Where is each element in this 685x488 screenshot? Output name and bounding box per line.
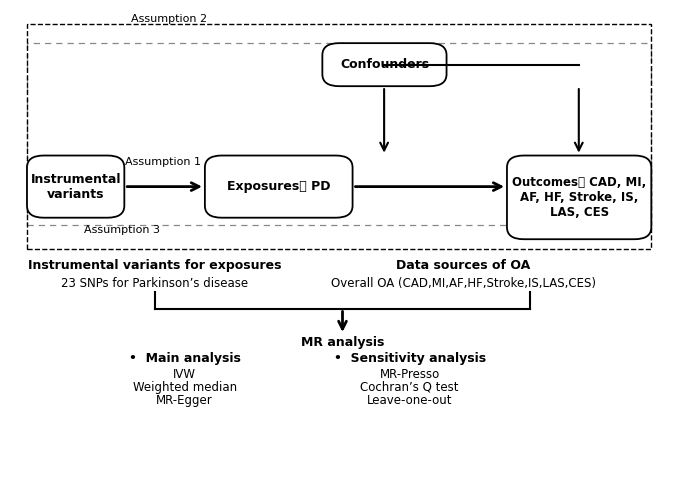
Text: IVW: IVW bbox=[173, 367, 196, 381]
Text: Weighted median: Weighted median bbox=[133, 381, 237, 394]
Bar bbox=[27, 43, 651, 225]
FancyBboxPatch shape bbox=[323, 43, 447, 86]
Text: Exposures： PD: Exposures： PD bbox=[227, 180, 330, 193]
Text: Outcomes： CAD, MI,
AF, HF, Stroke, IS,
LAS, CES: Outcomes： CAD, MI, AF, HF, Stroke, IS, L… bbox=[512, 176, 646, 219]
Text: MR analysis: MR analysis bbox=[301, 336, 384, 348]
FancyBboxPatch shape bbox=[27, 156, 124, 218]
Text: Instrumental
variants: Instrumental variants bbox=[30, 173, 121, 201]
Text: Overall OA (CAD,MI,AF,HF,Stroke,IS,LAS,CES): Overall OA (CAD,MI,AF,HF,Stroke,IS,LAS,C… bbox=[331, 277, 596, 290]
Text: Assumption 2: Assumption 2 bbox=[131, 14, 207, 24]
FancyBboxPatch shape bbox=[507, 156, 651, 239]
Text: Assumption 1: Assumption 1 bbox=[125, 158, 201, 167]
Text: •  Sensitivity analysis: • Sensitivity analysis bbox=[334, 352, 486, 366]
Text: Instrumental variants for exposures: Instrumental variants for exposures bbox=[28, 259, 282, 272]
Text: Confounders: Confounders bbox=[340, 58, 429, 71]
Text: MR-Egger: MR-Egger bbox=[156, 394, 213, 407]
Text: Data sources of OA: Data sources of OA bbox=[396, 259, 530, 272]
Bar bbox=[27, 24, 651, 249]
FancyBboxPatch shape bbox=[205, 156, 353, 218]
Text: 23 SNPs for Parkinson’s disease: 23 SNPs for Parkinson’s disease bbox=[61, 277, 248, 290]
Text: MR-Presso: MR-Presso bbox=[379, 367, 440, 381]
Text: Assumption 3: Assumption 3 bbox=[84, 225, 160, 235]
Text: Leave-one-out: Leave-one-out bbox=[367, 394, 452, 407]
Text: •  Main analysis: • Main analysis bbox=[129, 352, 240, 366]
Text: Cochran’s Q test: Cochran’s Q test bbox=[360, 381, 459, 394]
